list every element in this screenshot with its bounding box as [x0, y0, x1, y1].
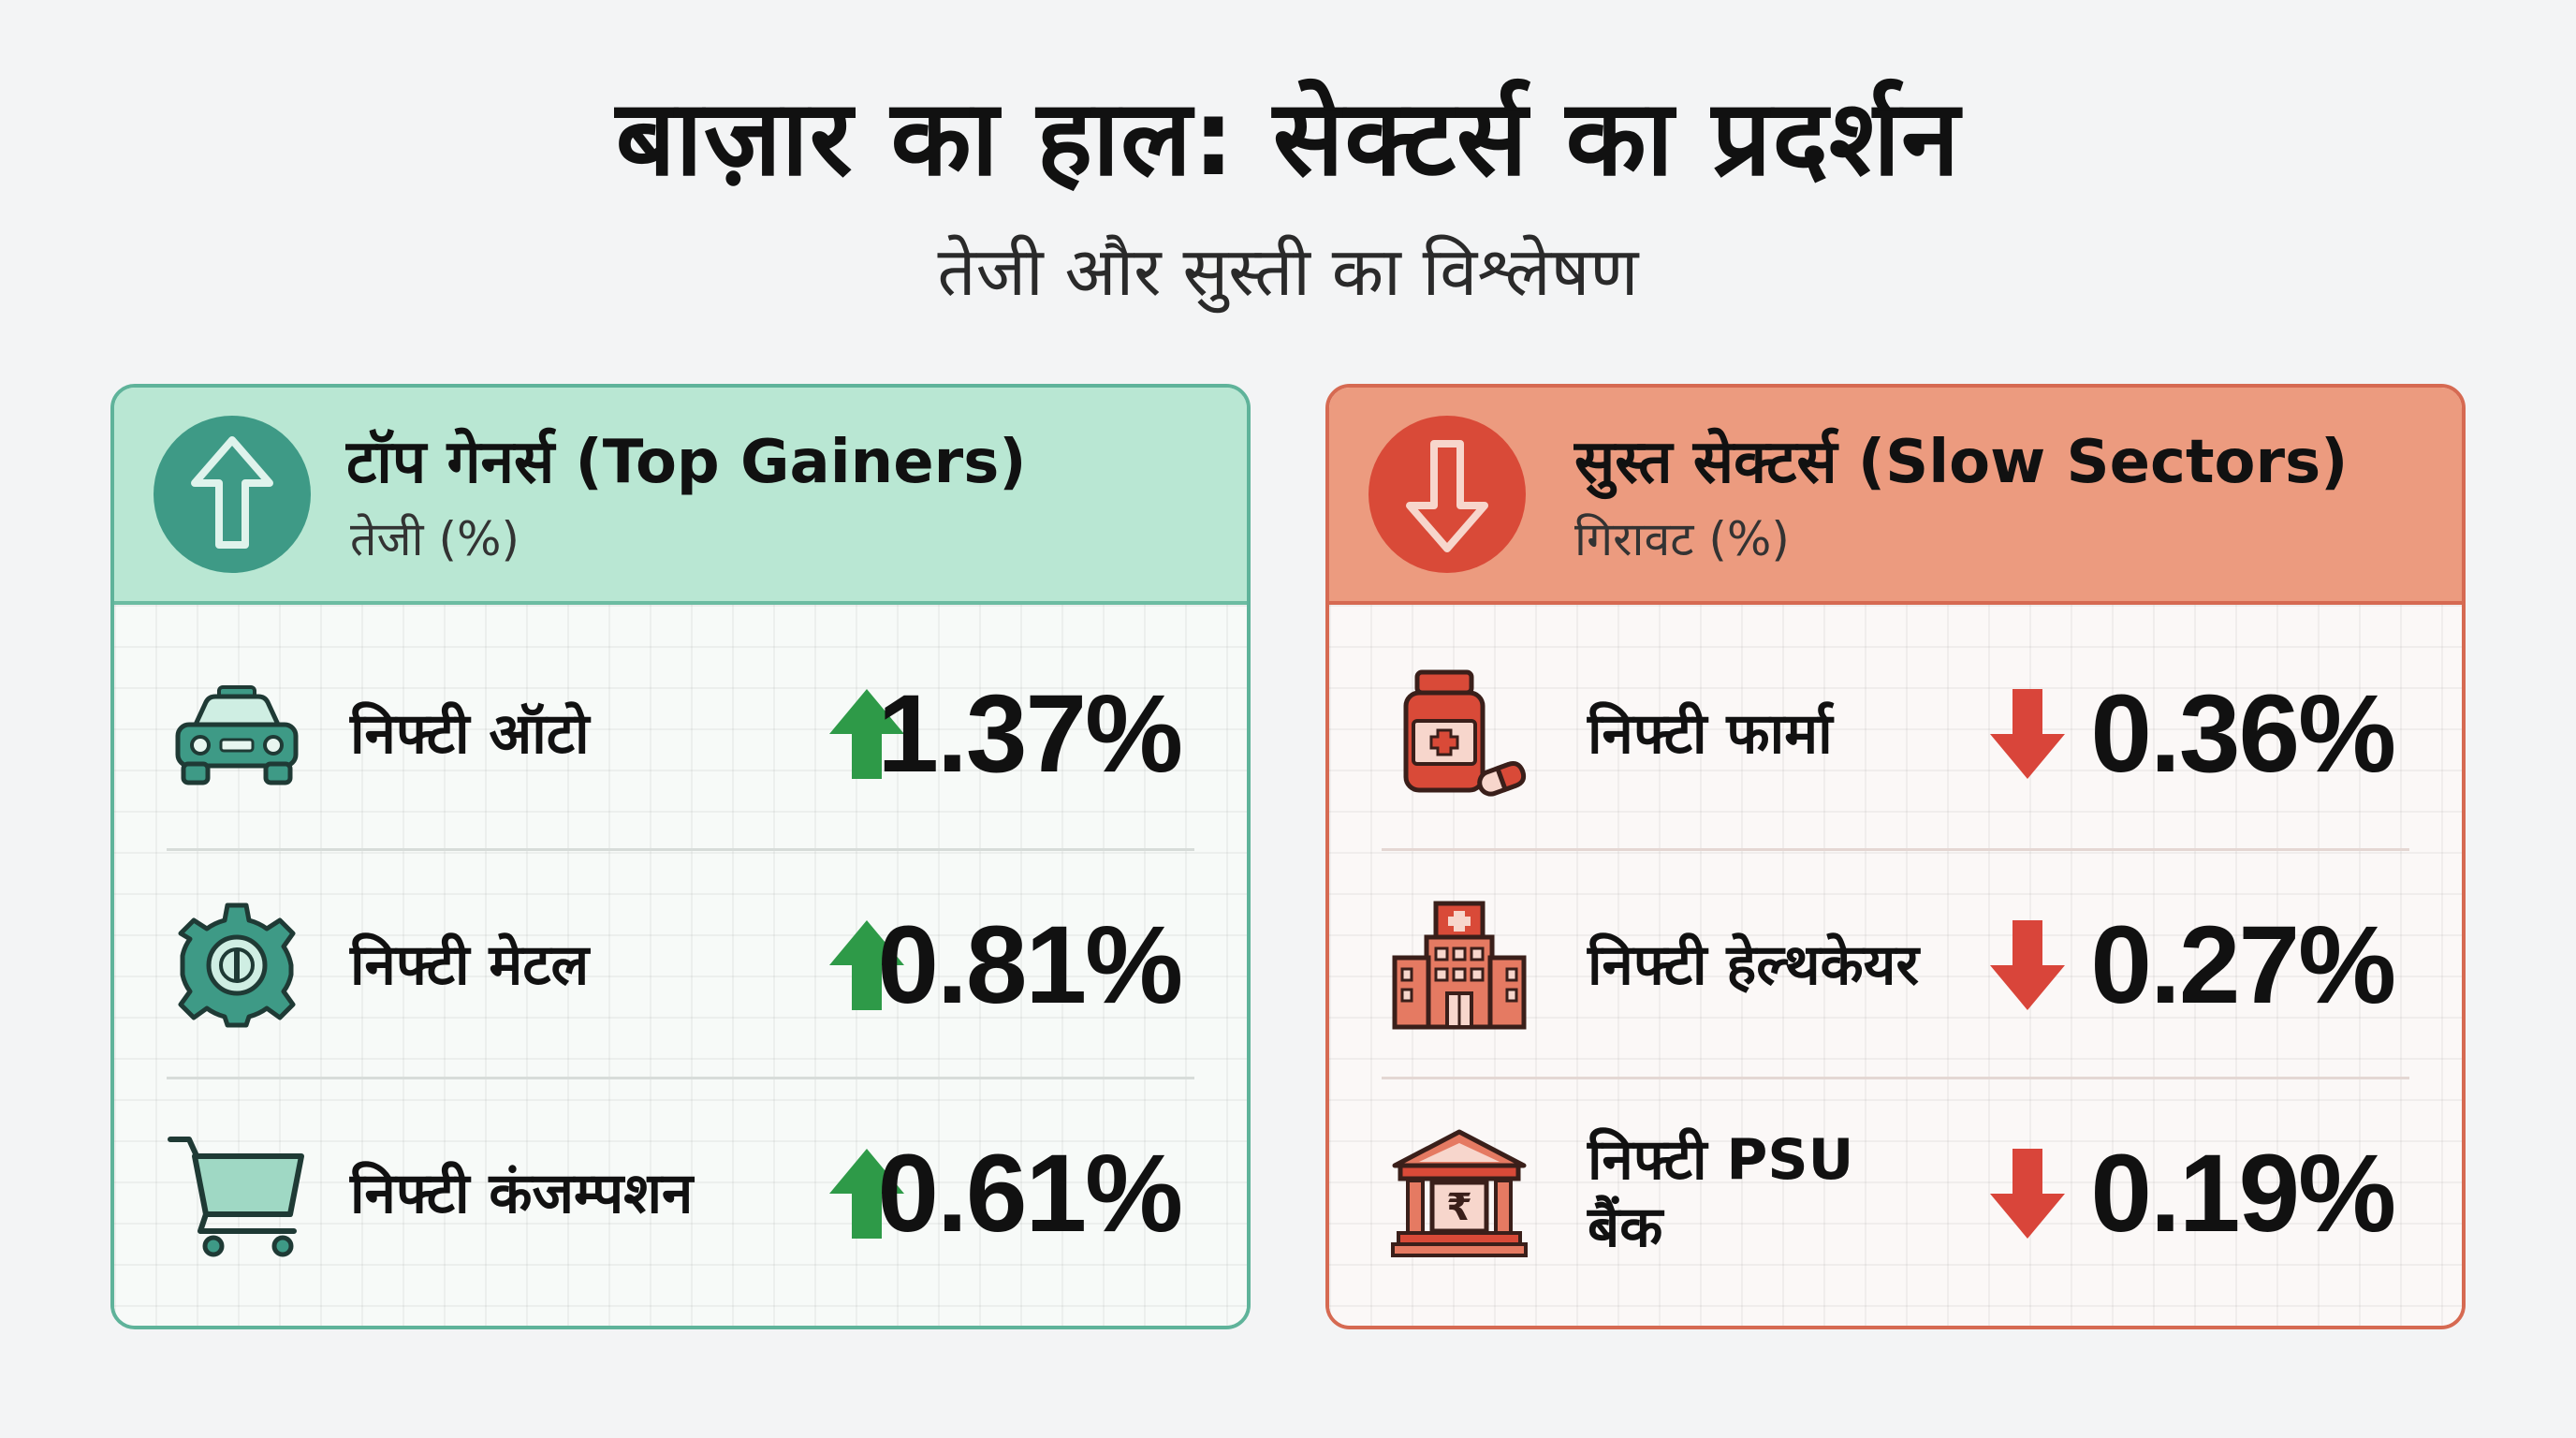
slow-sectors-panel: सुस्त सेक्टर्स (Slow Sectors) गिरावट (%)…: [1325, 384, 2466, 1329]
gainers-list: निफ्टी ऑटो 1.37% निफ्: [114, 605, 1247, 1326]
arrow-up-icon: [826, 917, 908, 1014]
gainer-value: 0.61%: [877, 1132, 1183, 1255]
page-title: बाज़ार का हाल: सेक्टर्स का प्रदर्शन: [615, 78, 1961, 199]
arrow-up-icon: [826, 1145, 908, 1242]
loser-label: निफ्टी PSU बैंक: [1588, 1127, 1854, 1260]
hospital-icon: [1389, 900, 1530, 1031]
losers-title: सुस्त सेक्टर्स (Slow Sectors): [1574, 428, 2349, 497]
gainers-header: टॉप गेनर्स (Top Gainers) तेजी (%): [114, 388, 1247, 605]
arrow-down-icon: [1986, 1145, 2069, 1242]
loser-value: 0.27%: [2090, 903, 2396, 1027]
losers-list: निफ्टी फार्मा 0.36%: [1329, 605, 2462, 1326]
gainer-value: 0.81%: [877, 903, 1183, 1027]
losers-subtitle: गिरावट (%): [1574, 512, 1790, 566]
gainers-subtitle: तेजी (%): [350, 512, 520, 566]
loser-row-psu-bank: ₹ निफ्टी PSU बैंक 0.19%: [1382, 1077, 2409, 1305]
arrow-down-icon: [1986, 917, 2069, 1014]
gainer-label: निफ्टी ऑटो: [350, 701, 590, 767]
loser-label: निफ्टी फार्मा: [1588, 701, 1833, 767]
gainer-value: 1.37%: [877, 672, 1183, 796]
gainer-row-metal: निफ्टी मेटल 0.81%: [167, 848, 1194, 1077]
gainers-title: टॉप गेनर्स (Top Gainers): [346, 428, 1027, 497]
gainer-label: निफ्टी कंजम्पशन: [350, 1161, 694, 1226]
shopping-cart-icon: [167, 1128, 307, 1259]
loser-value: 0.36%: [2090, 672, 2396, 796]
loser-label: निफ्टी हेल्थकेयर: [1588, 932, 1920, 998]
gainer-label: निफ्टी मेटल: [350, 932, 590, 998]
loser-value: 0.19%: [2090, 1132, 2396, 1255]
top-gainers-panel: टॉप गेनर्स (Top Gainers) तेजी (%) निफ्टी…: [110, 384, 1251, 1329]
gear-icon: [167, 900, 307, 1031]
losers-header: सुस्त सेक्टर्स (Slow Sectors) गिरावट (%): [1329, 388, 2462, 605]
gainer-row-consumption: निफ्टी कंजम्पशन 0.61%: [167, 1077, 1194, 1305]
svg-text:₹: ₹: [1446, 1186, 1472, 1229]
gainer-row-auto: निफ्टी ऑटो 1.37%: [167, 620, 1194, 848]
medicine-bottle-icon: [1389, 668, 1530, 800]
arrow-down-icon: [1986, 685, 2069, 783]
arrow-up-icon: [826, 685, 908, 783]
arrow-down-circle-icon: [1368, 416, 1526, 573]
bank-icon: ₹: [1389, 1128, 1530, 1259]
loser-row-pharma: निफ्टी फार्मा 0.36%: [1382, 620, 2409, 848]
arrow-up-circle-icon: [154, 416, 311, 573]
page-subtitle: तेजी और सुस्ती का विश्लेषण: [937, 232, 1639, 311]
loser-row-healthcare: निफ्टी हेल्थकेयर 0.27%: [1382, 848, 2409, 1077]
car-icon: [167, 668, 307, 800]
